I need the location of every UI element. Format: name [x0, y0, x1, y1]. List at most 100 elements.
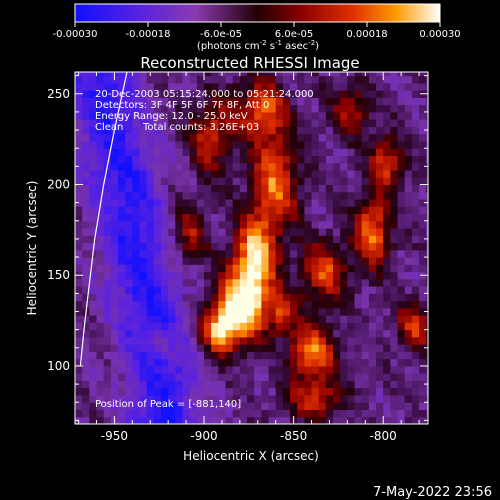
heatmap-cell: [118, 402, 126, 410]
heatmap-cell: [254, 278, 262, 287]
heatmap-cell: [82, 264, 90, 273]
heatmap-cell: [354, 416, 363, 424]
heatmap-cell: [404, 206, 413, 215]
heatmap-cell: [175, 278, 184, 287]
heatmap-cell: [254, 315, 262, 323]
heatmap-cell: [361, 140, 370, 149]
heatmap-cell: [254, 90, 262, 98]
heatmap-cell: [275, 119, 284, 127]
heatmap-cell: [139, 191, 148, 200]
heatmap-cell: [103, 300, 112, 309]
heatmap-cell: [404, 184, 413, 193]
heatmap-cell: [368, 104, 377, 113]
heatmap-cell: [311, 72, 320, 77]
heatmap-cell: [311, 271, 320, 280]
heatmap-cell: [318, 351, 327, 360]
heatmap-cell: [125, 416, 133, 424]
heatmap-cell: [196, 242, 205, 251]
heatmap-cell: [311, 191, 320, 200]
heatmap-cell: [261, 169, 270, 178]
heatmap-cell: [189, 416, 198, 424]
heatmap-cell: [153, 264, 162, 273]
heatmap-cell: [161, 387, 169, 396]
heatmap-cell: [75, 286, 83, 294]
heatmap-cell: [261, 228, 270, 236]
heatmap-cell: [96, 191, 105, 200]
heatmap-cell: [304, 402, 313, 410]
heatmap-cell: [383, 97, 391, 106]
heatmap-cell: [125, 373, 133, 381]
heatmap-cell: [261, 271, 270, 280]
heatmap-cell: [247, 206, 255, 215]
heatmap-cell: [225, 322, 234, 331]
heatmap-cell: [146, 220, 155, 229]
heatmap-cell: [383, 416, 391, 424]
heatmap-cell: [204, 409, 212, 418]
heatmap-cell: [125, 126, 133, 135]
heatmap-cell: [161, 249, 169, 258]
heatmap-cell: [125, 336, 133, 345]
heatmap-cell: [397, 286, 406, 294]
heatmap-cell: [333, 191, 341, 200]
heatmap-cell: [211, 373, 219, 381]
heatmap-cell: [239, 307, 248, 316]
heatmap-cell: [125, 409, 133, 418]
heatmap-cell: [426, 140, 428, 149]
heatmap-cell: [347, 162, 356, 171]
heatmap-cell: [110, 213, 119, 222]
heatmap-cell: [189, 271, 198, 280]
heatmap-cell: [218, 162, 227, 171]
heatmap-cell: [89, 365, 98, 374]
heatmap-cell: [182, 206, 191, 215]
heatmap-cell: [146, 358, 155, 367]
heatmap-cell: [82, 344, 90, 352]
heatmap-cell: [146, 257, 155, 265]
heatmap-cell: [397, 394, 406, 403]
heatmap-cell: [118, 162, 126, 171]
heatmap-cell: [89, 278, 98, 287]
heatmap-cell: [297, 365, 305, 374]
heatmap-cell: [340, 220, 348, 229]
heatmap-cell: [182, 286, 191, 294]
heatmap-cell: [297, 351, 305, 360]
heatmap-cell: [139, 257, 148, 265]
heatmap-cell: [247, 380, 255, 389]
heatmap-cell: [182, 119, 191, 127]
heatmap-cell: [103, 387, 112, 396]
heatmap-cell: [390, 293, 399, 302]
heatmap-cell: [139, 365, 148, 374]
heatmap-cell: [168, 336, 176, 345]
heatmap-cell: [318, 177, 327, 185]
heatmap-cell: [368, 300, 377, 309]
heatmap-cell: [376, 90, 384, 98]
heatmap-cell: [275, 394, 284, 403]
heatmap-cell: [354, 249, 363, 258]
heatmap-cell: [275, 148, 284, 156]
heatmap-cell: [368, 394, 377, 403]
heatmap-cell: [139, 293, 148, 302]
heatmap-cell: [275, 315, 284, 323]
heatmap-cell: [354, 344, 363, 352]
heatmap-cell: [211, 140, 219, 149]
heatmap-cell: [254, 148, 262, 156]
heatmap-cell: [96, 72, 105, 77]
heatmap-cell: [361, 191, 370, 200]
heatmap-cell: [161, 177, 169, 185]
heatmap-cell: [376, 336, 384, 345]
heatmap-cell: [75, 365, 83, 374]
heatmap-cell: [275, 97, 284, 106]
heatmap-cell: [211, 409, 219, 418]
heatmap-cell: [261, 249, 270, 258]
heatmap-cell: [397, 336, 406, 345]
heatmap-cell: [204, 82, 212, 91]
heatmap-cell: [311, 344, 320, 352]
heatmap-cell: [411, 111, 420, 120]
heatmap-cell: [361, 206, 370, 215]
heatmap-cell: [182, 133, 191, 142]
heatmap-cell: [361, 358, 370, 367]
heatmap-cell: [304, 213, 313, 222]
heatmap-cell: [125, 387, 133, 396]
heatmap-cell: [161, 104, 169, 113]
heatmap-cell: [153, 199, 162, 207]
